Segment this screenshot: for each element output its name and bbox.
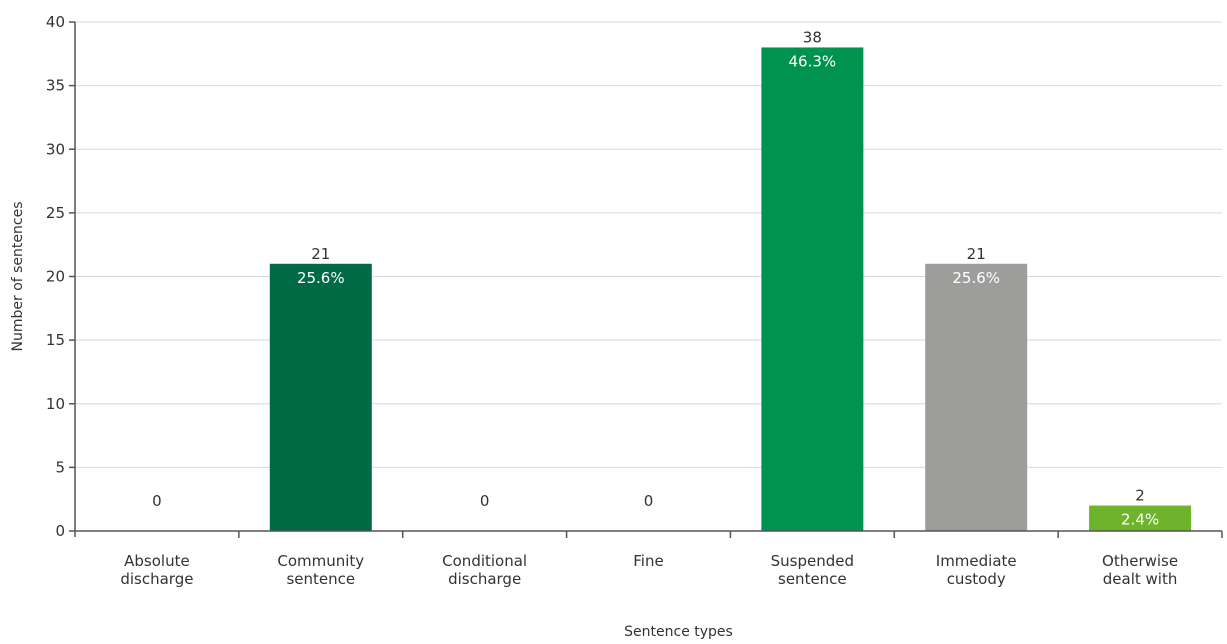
x-category-label: sentence <box>778 570 847 588</box>
percent-label: 2.4% <box>1121 511 1159 529</box>
x-category-label: Suspended <box>771 552 854 570</box>
value-label: 21 <box>967 245 986 263</box>
x-category-label: Community <box>277 552 364 570</box>
x-axis-title: Sentence types <box>624 624 733 640</box>
y-tick-label: 40 <box>46 13 65 31</box>
x-category-label: discharge <box>120 570 193 588</box>
percent-label: 25.6% <box>297 269 345 287</box>
value-label: 0 <box>480 492 490 510</box>
value-label: 21 <box>311 245 330 263</box>
y-tick-label: 35 <box>46 77 65 95</box>
x-category-label: Conditional <box>442 552 527 570</box>
y-tick-label: 15 <box>46 331 65 349</box>
y-tick-label: 0 <box>55 522 65 540</box>
x-category-label: dealt with <box>1103 570 1178 588</box>
y-tick-label: 20 <box>46 268 65 286</box>
axes <box>69 21 1223 538</box>
y-axis-title: Number of sentences <box>10 202 26 352</box>
bar-6 <box>1089 505 1192 531</box>
y-tick-label: 30 <box>46 140 65 158</box>
y-tick-label: 25 <box>46 204 65 222</box>
gridlines <box>75 21 1222 468</box>
x-category-label: custody <box>947 570 1006 588</box>
value-label: 38 <box>803 28 822 46</box>
y-tick-label: 10 <box>46 395 65 413</box>
value-label: 0 <box>152 492 162 510</box>
x-category-label: Immediate <box>936 552 1017 570</box>
value-label: 0 <box>644 492 654 510</box>
x-category-label: Absolute <box>124 552 190 570</box>
bar-1 <box>269 263 372 531</box>
bar-4 <box>761 47 864 531</box>
bar-5 <box>925 263 1028 531</box>
x-category-label: discharge <box>448 570 521 588</box>
x-category-label: Fine <box>633 552 663 570</box>
y-tick-label: 5 <box>55 458 65 476</box>
bars <box>269 47 1192 531</box>
percent-label: 46.3% <box>789 52 837 70</box>
x-category-label: Otherwise <box>1102 552 1178 570</box>
labels: 05101520253035400Absolutedischarge2125.6… <box>10 13 1178 640</box>
x-category-label: sentence <box>286 570 355 588</box>
percent-label: 25.6% <box>952 269 1000 287</box>
value-label: 2 <box>1135 487 1145 505</box>
